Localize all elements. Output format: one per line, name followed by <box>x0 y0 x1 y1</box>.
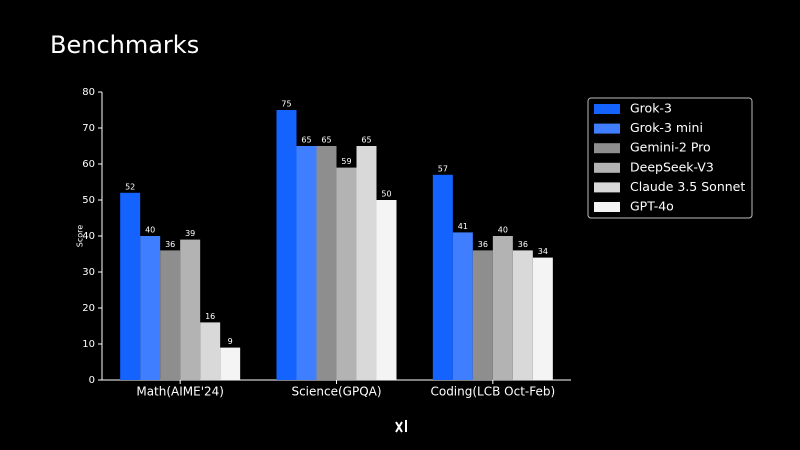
y-tick-label: 50 <box>82 195 95 206</box>
legend-box <box>587 97 753 219</box>
value-label: 57 <box>438 164 448 173</box>
value-label: 41 <box>458 222 468 231</box>
value-label: 75 <box>281 100 291 109</box>
bar <box>316 146 337 380</box>
value-label: 36 <box>165 240 175 249</box>
value-label: 39 <box>185 229 195 238</box>
bar <box>492 236 513 380</box>
y-tick-label: 20 <box>82 303 95 314</box>
y-tick-label: 80 <box>82 87 95 98</box>
chart-title: Benchmarks <box>50 31 199 59</box>
y-tick-label: 60 <box>82 159 95 170</box>
bar <box>452 232 473 380</box>
value-label: 65 <box>361 136 371 145</box>
y-tick-label: 10 <box>82 339 95 350</box>
value-label: 40 <box>498 226 508 235</box>
legend-label: Grok-3 mini <box>630 120 703 135</box>
y-axis-label: Score <box>76 225 85 247</box>
logo <box>395 420 407 433</box>
value-label: 52 <box>125 182 135 191</box>
legend-swatch <box>594 182 620 193</box>
bar <box>200 322 221 380</box>
legend-swatch <box>594 162 620 173</box>
bar <box>120 192 141 380</box>
x-tick-label: Coding(LCB Oct-Feb) <box>430 385 555 399</box>
legend-label: DeepSeek-V3 <box>630 159 714 174</box>
value-label: 36 <box>478 240 488 249</box>
value-label: 50 <box>381 190 391 199</box>
legend-label: Gemini-2 Pro <box>630 140 711 155</box>
value-label: 34 <box>538 247 548 256</box>
bar <box>296 146 317 380</box>
bar <box>532 257 553 380</box>
legend-label: GPT-4o <box>630 199 674 214</box>
bar <box>336 167 357 380</box>
x-tick-label: Math(AIME'24) <box>136 385 224 399</box>
bar <box>472 250 493 380</box>
value-label: 65 <box>321 136 331 145</box>
bar <box>276 110 297 380</box>
bar <box>160 250 181 380</box>
value-label: 40 <box>145 226 155 235</box>
bar <box>432 174 453 380</box>
y-tick-label: 70 <box>82 123 95 134</box>
y-tick-label: 0 <box>89 375 95 386</box>
bar <box>512 250 533 380</box>
value-label: 16 <box>205 312 215 321</box>
legend-swatch <box>594 202 620 212</box>
legend-label: Claude 3.5 Sonnet <box>630 179 745 194</box>
bar <box>180 239 201 380</box>
legend-swatch <box>594 104 620 114</box>
value-label: 36 <box>518 240 528 249</box>
value-label: 59 <box>341 157 351 166</box>
bar <box>140 236 161 380</box>
legend-swatch <box>594 143 620 154</box>
y-tick-label: 30 <box>82 267 95 278</box>
bar <box>376 200 397 380</box>
value-label: 9 <box>228 337 233 346</box>
value-label: 65 <box>301 136 311 145</box>
legend-swatch <box>594 123 620 134</box>
bar <box>356 146 377 380</box>
y-tick-label: 40 <box>82 231 95 242</box>
bar <box>220 347 241 380</box>
legend-label: Grok-3 <box>630 101 672 116</box>
x-tick-label: Science(GPQA) <box>291 385 381 399</box>
